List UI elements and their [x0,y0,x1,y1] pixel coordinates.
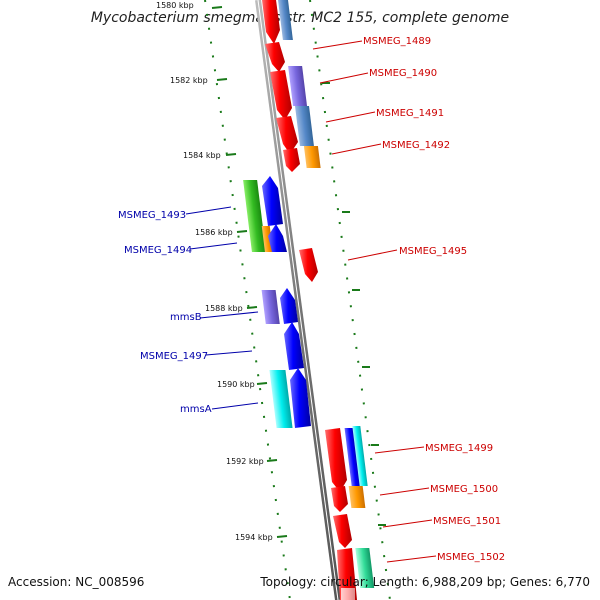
feature-cyan-1499 [352,426,368,486]
feature-purple-1490 [288,66,308,106]
cds-forward-1499a [325,428,347,492]
cds-forward-1490a [270,70,292,120]
feature-steel-1488 [278,0,293,40]
gene-label-mmsb: mmsB [170,312,202,323]
cds-forward-1488 [262,0,280,44]
tick-label-1580: 1580 kbp [156,1,194,10]
feature-green-1493 [243,180,266,252]
ruler-outer-dotted [309,0,391,600]
feature-orange-1494 [261,226,273,252]
tick-label-1592: 1592 kbp [226,457,264,466]
gene-label-msmeg-1495: MSMEG_1495 [399,246,467,257]
gene-label-msmeg-1493: MSMEG_1493 [118,210,186,221]
tick-label-1582: 1582 kbp [170,76,208,85]
tick-label-1586: 1586 kbp [195,228,233,237]
feature-steel-1491 [295,106,314,146]
ruler-inner-dotted [204,0,291,600]
accession-text: Accession: NC_008596 [8,575,145,589]
tick-marks [211,6,288,538]
feature-orange-1500 [348,486,366,508]
gene-label-msmeg-1497: MSMEG_1497 [140,351,208,362]
cds-reverse-1494 [268,224,287,252]
cds-reverse-mmsA [290,368,311,428]
cds-forward-1495 [299,248,318,282]
cds-forward-1492 [283,148,300,172]
cds-forward-1491 [276,116,298,154]
cds-reverse-1493 [262,176,283,226]
gene-label-msmeg-1492: MSMEG_1492 [382,140,450,151]
gene-label-mmsa: mmsA [180,404,212,415]
cds-reverse-1497 [284,322,304,370]
cds-forward-1501 [333,514,352,548]
outer-tick-marks [322,82,386,526]
feature-orange-1492 [303,146,321,168]
tick-label-1590: 1590 kbp [217,380,255,389]
feature-pink-1503 [341,588,355,600]
map-title: Mycobacterium smegmatis str. MC2 155, co… [90,10,510,26]
tick-label-1584: 1584 kbp [183,151,221,160]
genome-summary-text: Topology: circular; Length: 6,988,209 bp… [260,575,590,589]
forward-strand-features [262,0,375,600]
gene-label-msmeg-1489: MSMEG_1489 [363,36,431,47]
cds-reverse-mmsB [280,288,298,324]
gene-label-msmeg-1491: MSMEG_1491 [376,108,444,119]
gene-label-msmeg-1500: MSMEG_1500 [430,484,498,495]
gene-label-msmeg-1499: MSMEG_1499 [425,443,493,454]
backbone-inner [257,0,339,600]
gene-label-msmeg-1502: MSMEG_1502 [437,552,505,563]
gene-label-msmeg-1490: MSMEG_1490 [369,68,437,79]
feature-mint-1502 [355,548,375,588]
gene-label-msmeg-1494: MSMEG_1494 [124,245,192,256]
gene-label-msmeg-1501: MSMEG_1501 [433,516,501,527]
reverse-strand-features [243,176,311,428]
cds-forward-1489 [265,42,285,72]
feature-cyan-mmsA [269,370,293,428]
cds-forward-1502 [337,548,357,600]
cds-forward-1500 [331,486,348,512]
label-leaders [185,40,437,563]
tick-label-1588: 1588 kbp [205,304,243,313]
tick-label-1594: 1594 kbp [235,533,273,542]
feature-purple-mmsB [261,290,280,324]
feature-blue-1499 [344,428,362,486]
